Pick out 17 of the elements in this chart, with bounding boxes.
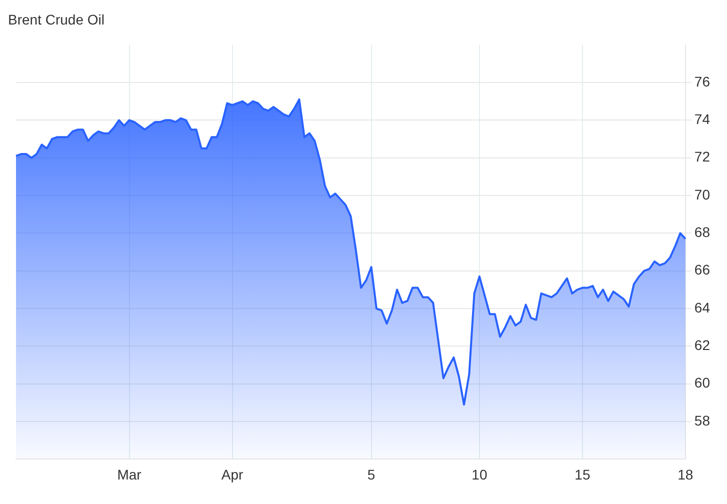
x-tick-label: 10 [472, 466, 488, 482]
x-tick-label: 5 [367, 466, 376, 482]
x-tick-label: Apr [221, 466, 244, 482]
y-tick-label: 74 [694, 111, 710, 128]
y-tick-label: 60 [694, 374, 710, 391]
y-tick-label: 62 [694, 337, 710, 354]
y-tick-label: 70 [694, 186, 710, 202]
x-tick-label: 18 [678, 466, 694, 482]
chart-title: Brent Crude Oil [8, 11, 104, 28]
y-tick-label: 64 [694, 299, 710, 316]
x-tick-label: Mar [117, 466, 142, 482]
y-tick-label: 76 [694, 73, 710, 90]
y-tick-label: 68 [694, 224, 710, 240]
y-tick-label: 66 [694, 262, 710, 278]
y-tick-label: 58 [694, 412, 710, 428]
x-tick-label: 15 [574, 466, 590, 482]
y-tick-label: 72 [694, 148, 710, 165]
